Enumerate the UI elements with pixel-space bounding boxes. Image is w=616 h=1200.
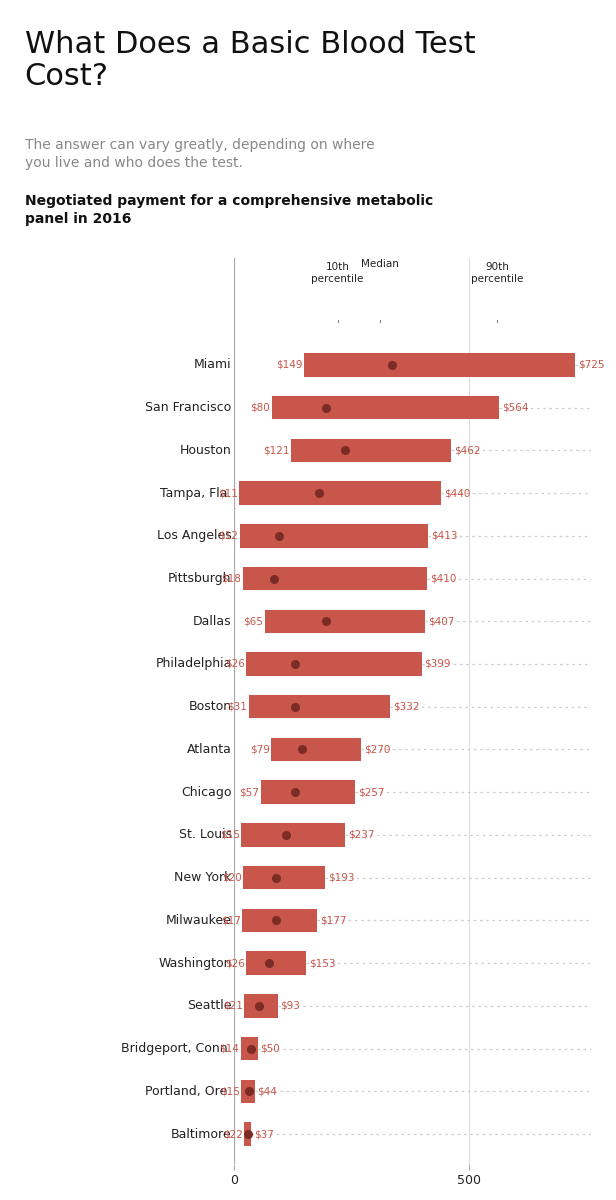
Text: Median: Median	[361, 259, 399, 269]
Text: San Francisco: San Francisco	[145, 401, 232, 414]
Bar	[241, 1037, 257, 1061]
Text: $193: $193	[328, 872, 354, 883]
Text: $93: $93	[281, 1001, 301, 1010]
Text: Boston: Boston	[188, 701, 232, 713]
Text: Milwaukee: Milwaukee	[166, 914, 232, 926]
Text: $410: $410	[429, 574, 456, 583]
Text: $26: $26	[225, 958, 245, 968]
Text: $257: $257	[358, 787, 384, 797]
Bar	[261, 780, 355, 804]
Text: $407: $407	[428, 617, 455, 626]
Text: $20: $20	[222, 872, 242, 883]
Text: Dallas: Dallas	[193, 614, 232, 628]
Bar	[246, 952, 306, 974]
Text: $21: $21	[222, 1001, 243, 1010]
Text: $332: $332	[393, 702, 419, 712]
Text: $50: $50	[261, 1044, 280, 1054]
Text: What Does a Basic Blood Test
Cost?: What Does a Basic Blood Test Cost?	[25, 30, 476, 91]
Bar	[241, 1080, 255, 1103]
Text: New York: New York	[174, 871, 232, 884]
Text: $15: $15	[220, 1086, 240, 1097]
Bar	[242, 908, 317, 932]
Bar	[304, 353, 575, 377]
Bar	[272, 396, 499, 419]
Text: 10th
percentile: 10th percentile	[311, 262, 363, 283]
Text: Philadelphia: Philadelphia	[155, 658, 232, 671]
Text: $31: $31	[227, 702, 247, 712]
Bar	[241, 823, 346, 847]
Text: Negotiated payment for a comprehensive metabolic
panel in 2016: Negotiated payment for a comprehensive m…	[25, 194, 433, 226]
Bar	[249, 695, 390, 719]
Text: 90th
percentile: 90th percentile	[471, 262, 524, 283]
Bar	[271, 738, 361, 761]
Text: $44: $44	[257, 1086, 277, 1097]
Text: Pittsburgh: Pittsburgh	[168, 572, 232, 586]
Text: Miami: Miami	[194, 359, 232, 371]
Text: $149: $149	[276, 360, 302, 370]
Text: $37: $37	[254, 1129, 274, 1139]
Text: Washington: Washington	[158, 956, 232, 970]
Text: Chicago: Chicago	[181, 786, 232, 799]
Text: $14: $14	[219, 1044, 239, 1054]
Text: $440: $440	[444, 488, 470, 498]
Bar	[239, 481, 441, 505]
Text: $237: $237	[348, 830, 375, 840]
Bar	[291, 438, 452, 462]
Text: Houston: Houston	[180, 444, 232, 457]
Text: $177: $177	[320, 916, 347, 925]
Text: $22: $22	[223, 1129, 243, 1139]
Text: Bridgeport, Conn.: Bridgeport, Conn.	[121, 1042, 232, 1055]
Text: $15: $15	[220, 830, 240, 840]
Text: Atlanta: Atlanta	[187, 743, 232, 756]
Text: $57: $57	[240, 787, 259, 797]
Text: $153: $153	[309, 958, 335, 968]
Bar	[246, 653, 421, 676]
Bar	[243, 566, 427, 590]
Text: The answer can vary greatly, depending on where
you live and who does the test.: The answer can vary greatly, depending o…	[25, 138, 375, 170]
Text: $11: $11	[218, 488, 238, 498]
Bar	[245, 1122, 251, 1146]
Text: Baltimore: Baltimore	[171, 1128, 232, 1140]
Text: Tampa, Fla.: Tampa, Fla.	[160, 486, 232, 499]
Text: $564: $564	[502, 402, 529, 413]
Text: Los Angeles: Los Angeles	[157, 529, 232, 542]
Text: $413: $413	[431, 530, 458, 541]
Text: $18: $18	[221, 574, 241, 583]
Text: $270: $270	[364, 744, 390, 755]
Text: $65: $65	[243, 617, 263, 626]
Text: $12: $12	[219, 530, 238, 541]
Bar	[240, 524, 428, 547]
Text: St. Louis: St. Louis	[179, 828, 232, 841]
Text: $725: $725	[578, 360, 604, 370]
Text: $17: $17	[221, 916, 241, 925]
Text: Portland, Ore.: Portland, Ore.	[145, 1085, 232, 1098]
Text: $121: $121	[263, 445, 290, 455]
Bar	[243, 866, 325, 889]
Text: $462: $462	[454, 445, 480, 455]
Text: $80: $80	[251, 402, 270, 413]
Text: $26: $26	[225, 659, 245, 668]
Text: $79: $79	[250, 744, 270, 755]
Bar	[265, 610, 426, 634]
Bar	[244, 994, 278, 1018]
Text: $399: $399	[424, 659, 451, 668]
Text: Seattle: Seattle	[187, 1000, 232, 1013]
